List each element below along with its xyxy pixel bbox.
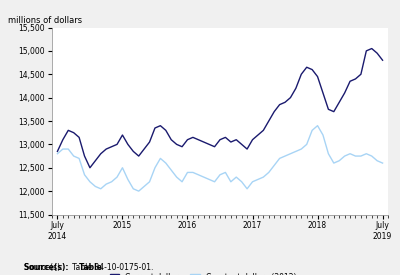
Text: Source(s):    Table 34-10-0175-01.: Source(s): Table 34-10-0175-01. bbox=[24, 263, 153, 272]
Text: Source(s):    Table: Source(s): Table bbox=[24, 263, 105, 272]
Legend: Current dollars, Constant dollars (2012): Current dollars, Constant dollars (2012) bbox=[110, 273, 296, 275]
Text: millions of dollars: millions of dollars bbox=[8, 16, 82, 25]
